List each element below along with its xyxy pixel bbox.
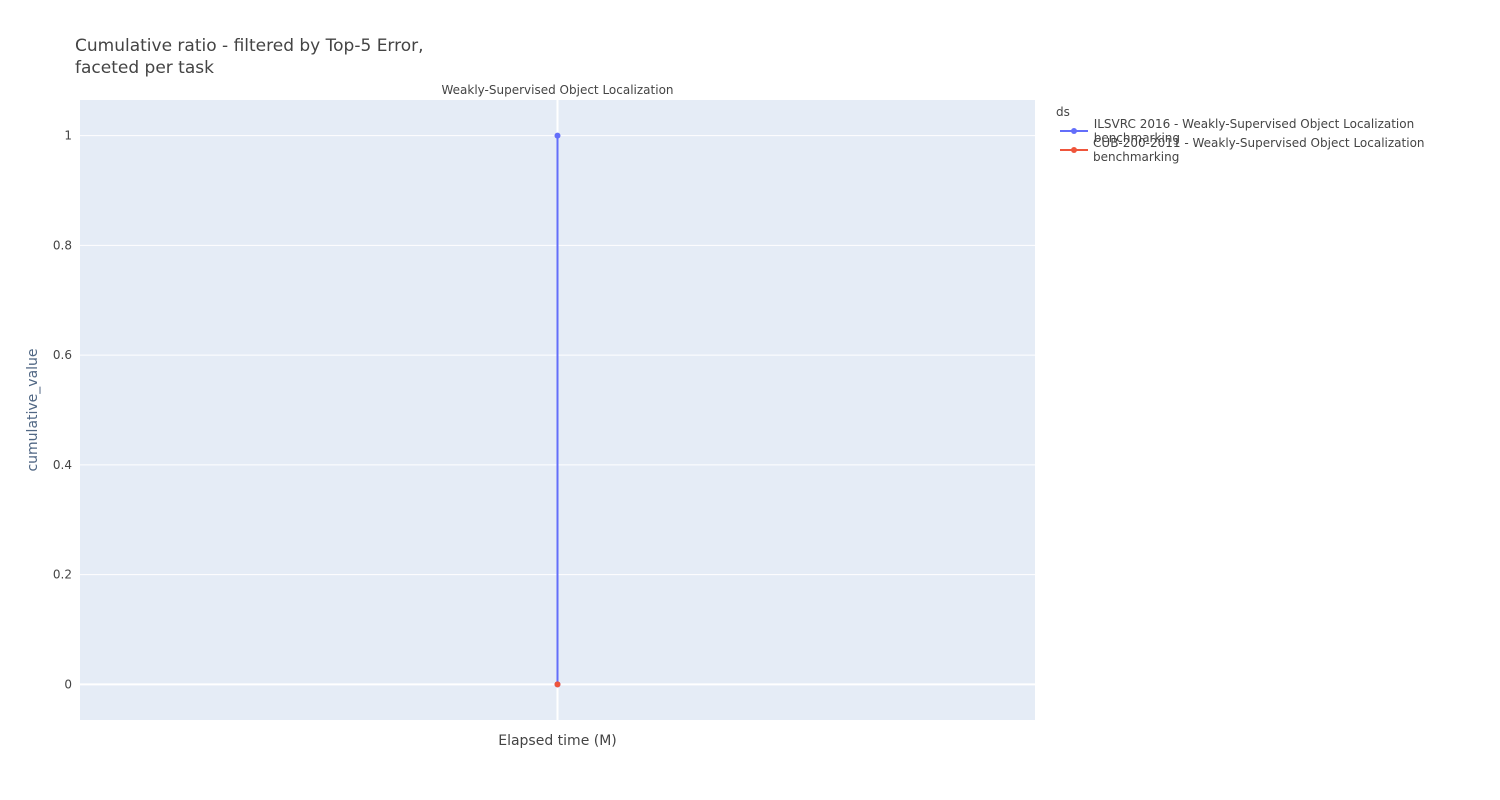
- facet-title: Weakly-Supervised Object Localization: [441, 83, 673, 97]
- legend-item-2[interactable]: CUB-200-2011 - Weakly-Supervised Object …: [1060, 136, 1500, 164]
- x-axis-label: Elapsed time (M): [498, 733, 617, 749]
- y-tick-label: 0: [64, 677, 72, 691]
- legend-title: ds: [1056, 105, 1070, 119]
- series-2-point[interactable]: [554, 681, 561, 688]
- series-1-point[interactable]: [554, 132, 561, 139]
- legend-item-1[interactable]: ILSVRC 2016 - Weakly-Supervised Object L…: [1060, 117, 1500, 145]
- legend-label: ILSVRC 2016 - Weakly-Supervised Object L…: [1093, 117, 1415, 145]
- y-axis-label: cumulative_value: [25, 348, 41, 471]
- legend-swatch: [1060, 123, 1088, 139]
- y-tick-label: 0.8: [53, 238, 72, 252]
- y-tick-label: 0.4: [53, 458, 72, 472]
- series-layer: [554, 132, 561, 688]
- legend-swatch: [1060, 142, 1088, 158]
- legend-label: CUB-200-2011 - Weakly-Supervised Object …: [1093, 136, 1425, 164]
- y-tick-label: 1: [64, 129, 72, 143]
- y-tick-label: 0.6: [53, 348, 72, 362]
- chart-title: Cumulative ratio - filtered by Top-5 Err…: [75, 36, 424, 78]
- y-tick-label: 0.2: [53, 568, 72, 582]
- y-tick-labels: 0 0.2 0.4 0.6 0.8 1: [53, 129, 72, 692]
